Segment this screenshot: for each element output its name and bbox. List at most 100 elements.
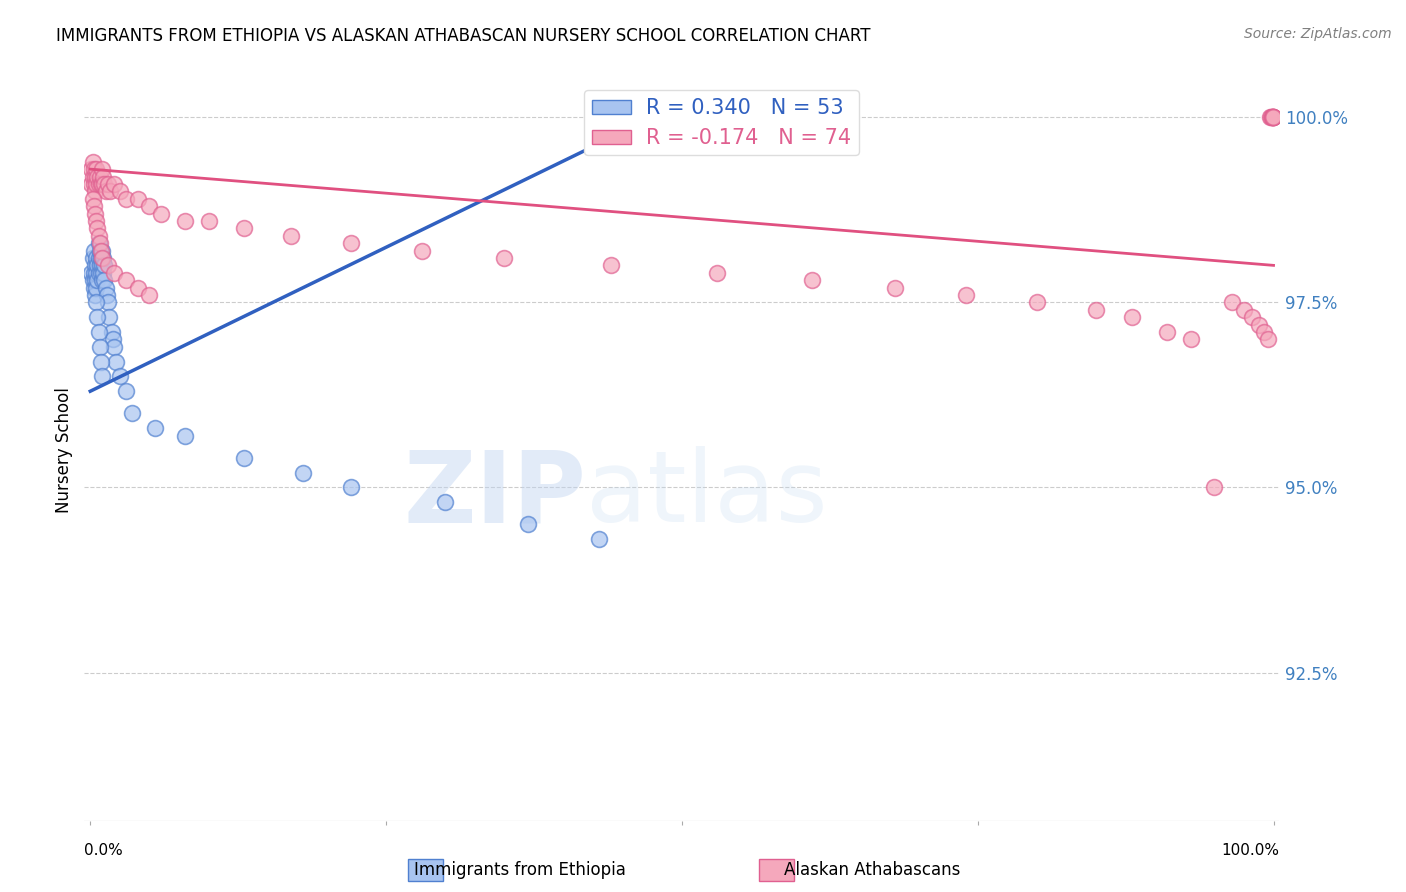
Point — [280, 228, 302, 243]
Point — [108, 184, 131, 198]
Point — [83, 199, 105, 213]
Point — [84, 266, 107, 280]
Text: Source: ZipAtlas.com: Source: ZipAtlas.com — [1244, 27, 1392, 41]
Point — [174, 214, 197, 228]
Point — [93, 273, 115, 287]
Point — [143, 421, 166, 435]
Point — [100, 184, 122, 198]
Point — [1261, 110, 1284, 124]
Point — [82, 154, 104, 169]
Point — [1121, 310, 1143, 325]
Point — [93, 177, 115, 191]
Point — [114, 192, 136, 206]
Point — [114, 273, 136, 287]
Point — [84, 273, 107, 287]
Point — [90, 251, 112, 265]
Y-axis label: Nursery School: Nursery School — [55, 387, 73, 514]
Point — [1258, 110, 1281, 124]
Point — [86, 273, 108, 287]
Point — [1263, 110, 1285, 124]
Text: IMMIGRANTS FROM ETHIOPIA VS ALASKAN ATHABASCAN NURSERY SCHOOL CORRELATION CHART: IMMIGRANTS FROM ETHIOPIA VS ALASKAN ATHA… — [56, 27, 870, 45]
Point — [89, 244, 111, 258]
Point — [174, 428, 197, 442]
Point — [150, 206, 173, 220]
Point — [84, 258, 107, 272]
Point — [82, 251, 104, 265]
Point — [84, 177, 107, 191]
Point — [91, 251, 114, 265]
Point — [91, 177, 114, 191]
Point — [121, 407, 143, 421]
Point — [90, 266, 112, 280]
Point — [90, 244, 112, 258]
Point — [83, 244, 105, 258]
Text: 0.0%: 0.0% — [84, 843, 124, 858]
Text: Alaskan Athabascans: Alaskan Athabascans — [783, 861, 960, 879]
Point — [339, 481, 361, 495]
Point — [91, 258, 114, 272]
Point — [1253, 325, 1275, 339]
Point — [87, 325, 110, 339]
Point — [108, 369, 131, 384]
Point — [292, 466, 315, 480]
Point — [1241, 310, 1264, 325]
Point — [600, 258, 623, 272]
Point — [1085, 302, 1108, 317]
Point — [1156, 325, 1178, 339]
Point — [84, 288, 107, 302]
Point — [1180, 332, 1202, 346]
Point — [1204, 481, 1226, 495]
Point — [82, 273, 104, 287]
Point — [114, 384, 136, 399]
Point — [89, 236, 111, 251]
Point — [84, 280, 107, 294]
Point — [91, 251, 114, 265]
Point — [1263, 110, 1285, 124]
Point — [93, 258, 115, 272]
Point — [87, 177, 110, 191]
Point — [138, 288, 160, 302]
Point — [84, 162, 107, 177]
Point — [127, 280, 149, 294]
Text: Immigrants from Ethiopia: Immigrants from Ethiopia — [415, 861, 626, 879]
Point — [94, 280, 117, 294]
Point — [588, 533, 610, 547]
Point — [517, 517, 540, 532]
Point — [80, 266, 103, 280]
Point — [80, 177, 103, 191]
Point — [1025, 295, 1047, 310]
Point — [84, 214, 107, 228]
Point — [84, 295, 107, 310]
Point — [82, 192, 104, 206]
Point — [91, 273, 114, 287]
Point — [96, 288, 118, 302]
Point — [101, 332, 124, 346]
Point — [233, 450, 256, 465]
Point — [1261, 110, 1284, 124]
Point — [87, 266, 110, 280]
Point — [86, 310, 108, 325]
Point — [1263, 110, 1285, 124]
Point — [105, 354, 128, 368]
Point — [83, 162, 105, 177]
Point — [100, 325, 122, 339]
Point — [91, 169, 114, 184]
Point — [83, 280, 105, 294]
Point — [411, 244, 433, 258]
Point — [90, 177, 112, 191]
Text: atlas: atlas — [586, 446, 828, 543]
Point — [1233, 302, 1256, 317]
Point — [1257, 332, 1279, 346]
Point — [89, 169, 111, 184]
Point — [84, 206, 107, 220]
Point — [1220, 295, 1243, 310]
Point — [84, 251, 107, 265]
Point — [91, 244, 114, 258]
Point — [1249, 318, 1271, 332]
Point — [1261, 110, 1284, 124]
Point — [706, 266, 728, 280]
Point — [94, 184, 117, 198]
Point — [86, 169, 108, 184]
Point — [82, 169, 104, 184]
Point — [86, 221, 108, 235]
